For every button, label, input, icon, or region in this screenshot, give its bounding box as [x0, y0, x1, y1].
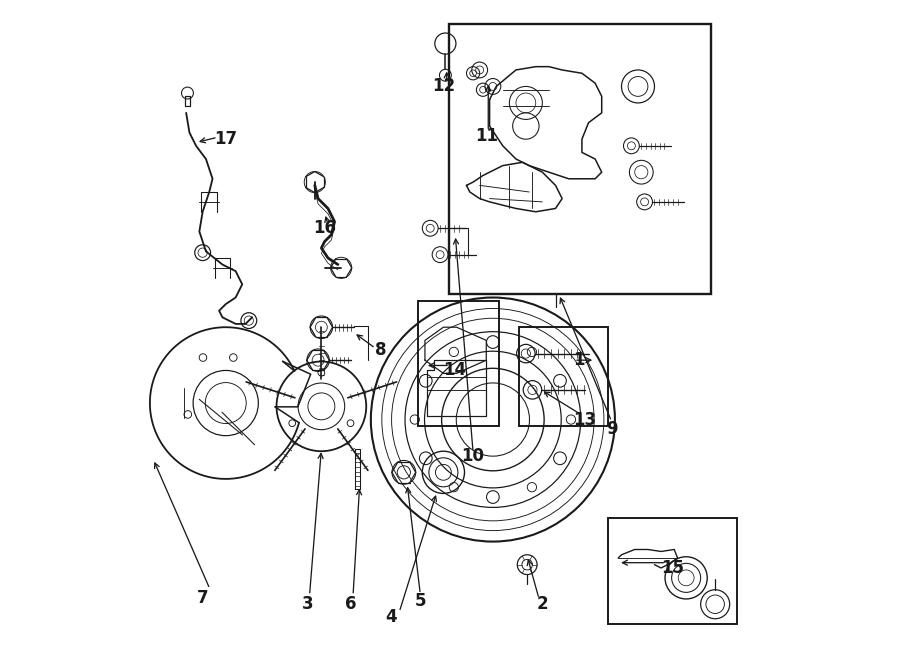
Text: 2: 2: [536, 596, 548, 613]
Text: 6: 6: [346, 596, 356, 613]
Bar: [519, 327, 608, 426]
Text: 14: 14: [443, 361, 466, 379]
Bar: [449, 24, 710, 294]
Text: 15: 15: [661, 559, 684, 577]
Text: 17: 17: [214, 130, 238, 148]
Text: 13: 13: [573, 410, 597, 428]
Text: 9: 9: [606, 420, 617, 438]
Text: 5: 5: [415, 592, 426, 610]
Text: 16: 16: [313, 219, 337, 237]
Text: 8: 8: [375, 341, 386, 360]
Text: 11: 11: [475, 127, 498, 145]
Text: 10: 10: [462, 447, 484, 465]
Bar: [608, 518, 737, 624]
Text: 4: 4: [385, 608, 396, 627]
Text: 1: 1: [573, 351, 584, 369]
Text: 12: 12: [432, 77, 455, 95]
Text: 7: 7: [197, 589, 209, 607]
Bar: [418, 301, 500, 426]
Text: 3: 3: [302, 596, 314, 613]
